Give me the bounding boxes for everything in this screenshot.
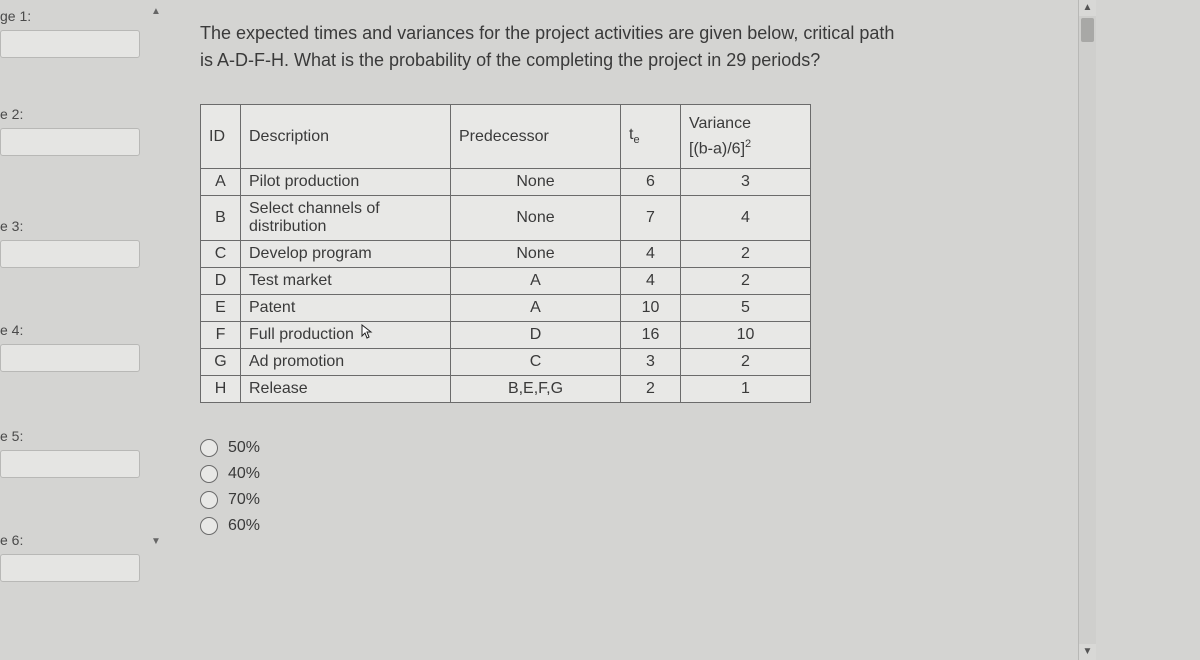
- cell-id: C: [201, 241, 241, 268]
- radio-icon[interactable]: [200, 517, 218, 535]
- cell-pred: None: [451, 196, 621, 241]
- radio-icon[interactable]: [200, 465, 218, 483]
- radio-icon[interactable]: [200, 439, 218, 457]
- cell-pred: None: [451, 169, 621, 196]
- option-label: 60%: [228, 517, 260, 535]
- activities-table: ID Description Predecessor te Variance[(…: [200, 104, 811, 403]
- col-te: te: [621, 105, 681, 169]
- cell-id: H: [201, 376, 241, 403]
- table-row: EPatentA105: [201, 295, 811, 322]
- cell-te: 4: [621, 268, 681, 295]
- cell-id: D: [201, 268, 241, 295]
- sidebar-nav-item-6[interactable]: [0, 554, 140, 582]
- cell-var: 10: [681, 322, 811, 349]
- cell-te: 3: [621, 349, 681, 376]
- cell-pred: A: [451, 295, 621, 322]
- cell-id: F: [201, 322, 241, 349]
- sidebar-nav-item-5[interactable]: [0, 450, 140, 478]
- cell-desc: Test market: [241, 268, 451, 295]
- sidebar-nav-item-3[interactable]: [0, 240, 140, 268]
- cell-te: 2: [621, 376, 681, 403]
- cell-pred: None: [451, 241, 621, 268]
- col-description: Description: [241, 105, 451, 169]
- answer-option-3[interactable]: 70%: [200, 491, 1080, 509]
- answer-options: 50% 40% 70% 60%: [200, 439, 1080, 535]
- cell-desc: Pilot production: [241, 169, 451, 196]
- answer-option-4[interactable]: 60%: [200, 517, 1080, 535]
- table-row: CDevelop programNone42: [201, 241, 811, 268]
- cell-te: 7: [621, 196, 681, 241]
- cell-id: G: [201, 349, 241, 376]
- question-text: The expected times and variances for the…: [200, 20, 900, 74]
- cell-id: E: [201, 295, 241, 322]
- col-predecessor: Predecessor: [451, 105, 621, 169]
- cell-desc: Select channels of distribution: [241, 196, 451, 241]
- cell-var: 5: [681, 295, 811, 322]
- table-row: HReleaseB,E,F,G21: [201, 376, 811, 403]
- sidebar-label-6: e 6:: [0, 532, 23, 548]
- col-id: ID: [201, 105, 241, 169]
- sidebar-nav-item-4[interactable]: [0, 344, 140, 372]
- table-row: APilot productionNone63: [201, 169, 811, 196]
- cell-id: A: [201, 169, 241, 196]
- cell-desc: Develop program: [241, 241, 451, 268]
- cell-te: 16: [621, 322, 681, 349]
- sidebar-label-4: e 4:: [0, 322, 23, 338]
- sidebar-nav-item-2[interactable]: [0, 128, 140, 156]
- cell-desc: Ad promotion: [241, 349, 451, 376]
- scroll-thumb[interactable]: [1081, 18, 1094, 42]
- cell-var: 3: [681, 169, 811, 196]
- scroll-up-icon[interactable]: ▲: [1079, 0, 1096, 16]
- cell-id: B: [201, 196, 241, 241]
- option-label: 40%: [228, 465, 260, 483]
- cursor-icon: [361, 324, 375, 340]
- question-nav-sidebar: ▲ ge 1:e 2:e 3:e 4:e 5:e 6: ▼: [0, 0, 160, 660]
- table-row: DTest marketA42: [201, 268, 811, 295]
- cell-pred: D: [451, 322, 621, 349]
- sidebar-label-2: e 2:: [0, 106, 23, 122]
- cell-var: 2: [681, 349, 811, 376]
- cell-desc: Patent: [241, 295, 451, 322]
- cell-var: 2: [681, 268, 811, 295]
- cell-desc: Full production: [241, 322, 451, 349]
- cell-var: 1: [681, 376, 811, 403]
- cell-pred: A: [451, 268, 621, 295]
- cell-pred: C: [451, 349, 621, 376]
- radio-icon[interactable]: [200, 491, 218, 509]
- answer-option-2[interactable]: 40%: [200, 465, 1080, 483]
- table-row: FFull productionD1610: [201, 322, 811, 349]
- option-label: 70%: [228, 491, 260, 509]
- cell-var: 2: [681, 241, 811, 268]
- sidebar-label-3: e 3:: [0, 218, 23, 234]
- answer-option-1[interactable]: 50%: [200, 439, 1080, 457]
- option-label: 50%: [228, 439, 260, 457]
- main-vertical-scrollbar[interactable]: ▲ ▼: [1078, 0, 1096, 660]
- col-variance: Variance[(b-a)/6]2: [681, 105, 811, 169]
- question-panel: The expected times and variances for the…: [160, 0, 1200, 660]
- sidebar-label-1: ge 1:: [0, 8, 31, 24]
- cell-te: 6: [621, 169, 681, 196]
- sidebar-label-5: e 5:: [0, 428, 23, 444]
- cell-var: 4: [681, 196, 811, 241]
- scroll-down-icon[interactable]: ▼: [1079, 644, 1096, 660]
- table-row: BSelect channels of distributionNone74: [201, 196, 811, 241]
- table-header-row: ID Description Predecessor te Variance[(…: [201, 105, 811, 169]
- cell-pred: B,E,F,G: [451, 376, 621, 403]
- cell-te: 10: [621, 295, 681, 322]
- table-row: GAd promotionC32: [201, 349, 811, 376]
- sidebar-nav-item-1[interactable]: [0, 30, 140, 58]
- cell-desc: Release: [241, 376, 451, 403]
- cell-te: 4: [621, 241, 681, 268]
